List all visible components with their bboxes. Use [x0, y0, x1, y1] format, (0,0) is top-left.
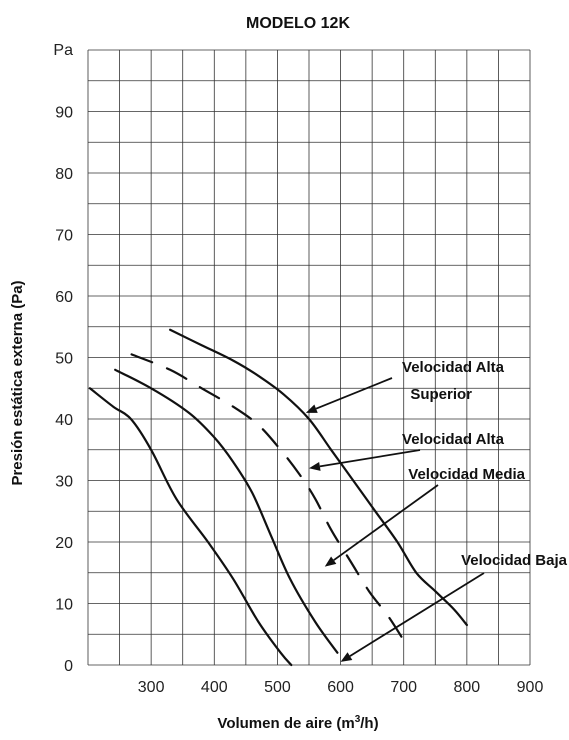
- arrow-shaft: [349, 572, 485, 657]
- annotation-arrow-2: [309, 449, 421, 471]
- y-tick-label: 60: [55, 289, 73, 306]
- annotation-arrow-4: [340, 572, 485, 662]
- arrow-head: [324, 556, 337, 567]
- grid: [87, 49, 531, 666]
- x-tick-label: 600: [327, 679, 354, 696]
- x-axis-label-main: Volumen de aire (m: [217, 715, 354, 732]
- series-lines: [88, 328, 468, 667]
- x-axis-label-end: /h): [360, 715, 378, 732]
- annotation-arrow-1: [305, 377, 393, 413]
- annotation-label-media: Velocidad Media: [408, 466, 525, 483]
- annotations: Velocidad Alta Superior Velocidad Alta V…: [402, 359, 568, 569]
- y-tick-label: 50: [55, 351, 73, 368]
- x-tick-label: 900: [517, 679, 544, 696]
- arrow-head: [340, 652, 353, 662]
- y-tick-label: 90: [55, 105, 73, 122]
- arrow-shaft: [315, 377, 393, 410]
- annotation-label-alta: Velocidad Alta: [402, 431, 505, 448]
- y-tick-label: 80: [55, 166, 73, 183]
- y-tick-label: 20: [55, 535, 73, 552]
- annotation-arrows: [305, 377, 485, 662]
- annotation-label-baja: Velocidad Baja: [461, 552, 568, 569]
- series-line-1: [88, 387, 293, 667]
- series-line-4: [169, 328, 468, 627]
- y-tick-label: 10: [55, 597, 73, 614]
- arrow-head: [309, 461, 321, 471]
- arrow-head: [305, 404, 318, 413]
- x-tick-label: 700: [390, 679, 417, 696]
- chart-title: MODELO 12K: [246, 15, 350, 32]
- x-axis-label: Volumen de aire (m3/h): [217, 714, 378, 732]
- y-tick-label: 40: [55, 412, 73, 429]
- arrow-shaft: [319, 449, 421, 468]
- series-line-3: [130, 353, 405, 642]
- x-tick-label: 400: [201, 679, 228, 696]
- y-unit-label: Pa: [53, 42, 73, 59]
- x-tick-label: 800: [454, 679, 481, 696]
- x-tick-labels: 300 400 500 600 700 800 900: [138, 679, 544, 696]
- series-line-2: [114, 368, 339, 654]
- y-tick-label: 30: [55, 474, 73, 491]
- y-tick-labels: 0 10 20 30 40 50 60 70 80 90: [55, 105, 73, 676]
- annotation-label-alta-superior-line2: Superior: [410, 386, 472, 403]
- x-tick-label: 300: [138, 679, 165, 696]
- y-axis-label: Presión estática externa (Pa): [9, 280, 26, 485]
- x-axis-label-sup: 3: [355, 714, 361, 725]
- x-tick-label: 500: [264, 679, 291, 696]
- arrow-shaft: [333, 484, 439, 561]
- y-tick-label: 70: [55, 228, 73, 245]
- y-tick-label: 0: [64, 658, 73, 675]
- annotation-label-alta-superior: Velocidad Alta: [402, 359, 505, 376]
- annotation-arrow-3: [324, 484, 439, 567]
